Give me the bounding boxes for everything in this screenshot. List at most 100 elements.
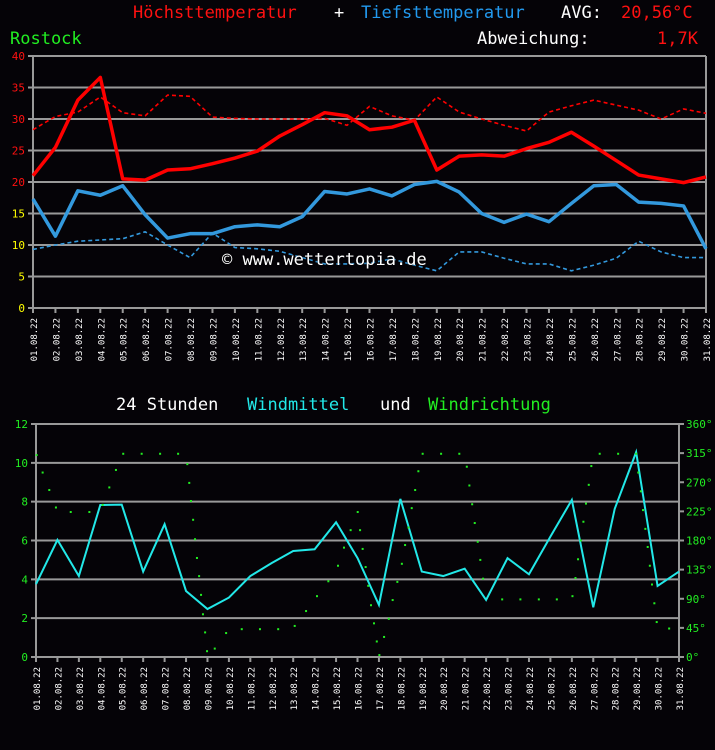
y-tick-label: 35 [12, 82, 25, 95]
y-tick-label: 2 [21, 612, 28, 625]
y2-tick-label: 315° [686, 447, 713, 460]
x-tick-label: 26.08.22 [569, 667, 579, 710]
wind-direction-point [277, 628, 280, 631]
wind-direction-point [471, 503, 474, 506]
wind-direction-point [400, 562, 403, 565]
wind-direction-point [69, 511, 72, 514]
wind-direction-point [396, 580, 399, 583]
x-tick-label: 05.08.22 [119, 667, 129, 710]
x-tick-label: 27.08.22 [613, 318, 623, 361]
series-line-min-normal [32, 230, 706, 272]
wind-direction-point [293, 624, 296, 627]
x-tick-label: 06.08.22 [142, 318, 152, 361]
y-tick-label: 5 [18, 271, 25, 284]
wind-direction-point [644, 527, 647, 530]
wind-direction-point [194, 538, 197, 541]
x-tick-label: 06.08.22 [140, 667, 150, 710]
x-tick-label: 21.08.22 [479, 318, 489, 361]
x-tick-label: 13.08.22 [290, 667, 300, 710]
x-tick-label: 19.08.22 [434, 318, 444, 361]
x-tick-label: 07.08.22 [165, 318, 175, 361]
wind-direction-point [204, 631, 207, 634]
y2-tick-label: 225° [686, 505, 713, 518]
wind-direction-point [584, 502, 587, 505]
wind-title-3: und [380, 395, 411, 415]
wind-direction-point [361, 547, 364, 550]
x-tick-label: 24.08.22 [546, 318, 556, 361]
x-tick-label: 03.08.22 [76, 667, 86, 710]
x-tick-label: 03.08.22 [75, 318, 85, 361]
wind-direction-point [370, 604, 373, 607]
y2-tick-label: 45° [686, 622, 706, 635]
station-name: Rostock [10, 29, 82, 49]
x-tick-label: 05.08.22 [120, 318, 130, 361]
x-tick-label: 11.08.22 [254, 318, 264, 361]
wind-direction-point [305, 610, 308, 613]
wind-direction-point [598, 452, 601, 455]
x-tick-label: 17.08.22 [389, 318, 399, 361]
y2-tick-label: 90° [686, 593, 706, 606]
wind-direction-point [101, 503, 104, 506]
x-tick-label: 22.08.22 [501, 318, 511, 361]
series-line-max [31, 75, 707, 185]
x-tick-label: 07.08.22 [162, 667, 172, 710]
y-tick-label: 12 [15, 418, 28, 431]
x-tick-label: 18.08.22 [397, 667, 407, 710]
wind-direction-point [195, 556, 198, 559]
wind-direction-point [240, 628, 243, 631]
wind-direction-point [655, 621, 658, 624]
x-tick-label: 24.08.22 [526, 667, 536, 710]
wind-direction-point [201, 613, 204, 616]
wind-direction-point [114, 468, 117, 471]
x-tick-label: 14.08.22 [312, 667, 322, 710]
wind-direction-point [88, 511, 91, 514]
wind-direction-point [258, 628, 261, 631]
y-tick-label: 15 [12, 208, 25, 221]
x-tick-label: 04.08.22 [97, 318, 107, 361]
wind-direction-point [192, 518, 195, 521]
y-tick-label: 0 [18, 302, 25, 315]
wind-direction-point [383, 635, 386, 638]
x-tick-label: 16.08.22 [355, 667, 365, 710]
x-tick-label: 27.08.22 [590, 667, 600, 710]
series-line-max-normal [32, 94, 707, 132]
wind-direction-point [571, 595, 574, 598]
watermark: © www.wettertopia.de [222, 250, 427, 270]
wind-direction-point [641, 509, 644, 512]
series-line-min [31, 179, 708, 250]
wind-direction-point [35, 454, 38, 457]
x-tick-label: 15.08.22 [333, 667, 343, 710]
x-tick-label: 01.08.22 [30, 318, 40, 361]
wind-direction-point [108, 486, 111, 489]
x-tick-label: 12.08.22 [269, 667, 279, 710]
wind-direction-point [458, 452, 461, 455]
wind-direction-point [327, 580, 330, 583]
wind-direction-point [479, 558, 482, 561]
wind-direction-point [590, 465, 593, 468]
y-tick-label: 4 [21, 573, 28, 586]
x-tick-label: 18.08.22 [411, 318, 421, 361]
title-plus: + [334, 3, 345, 23]
x-tick-label: 20.08.22 [456, 318, 466, 361]
wind-direction-point [582, 520, 585, 523]
y-tick-label: 25 [12, 145, 25, 158]
wind-direction-point [587, 483, 590, 486]
x-tick-label: 12.08.22 [277, 318, 287, 361]
wind-direction-point [140, 452, 143, 455]
x-tick-label: 30.08.22 [655, 667, 665, 710]
x-tick-label: 26.08.22 [591, 318, 601, 361]
wind-direction-point [653, 602, 656, 605]
x-tick-label: 01.08.22 [33, 667, 43, 710]
x-tick-label: 02.08.22 [54, 667, 64, 710]
y-tick-label: 0 [21, 651, 28, 664]
wind-direction-point [378, 654, 381, 657]
wind-direction-point [200, 593, 203, 596]
deviation-value: 1,7K [657, 29, 698, 49]
wind-direction-point [336, 564, 339, 567]
wind-direction-point [410, 507, 413, 510]
wind-direction-point [417, 470, 420, 473]
y2-tick-label: 360° [686, 418, 713, 431]
x-tick-label: 11.08.22 [247, 667, 257, 710]
x-tick-label: 09.08.22 [209, 318, 219, 361]
wind-direction-point [519, 598, 522, 601]
